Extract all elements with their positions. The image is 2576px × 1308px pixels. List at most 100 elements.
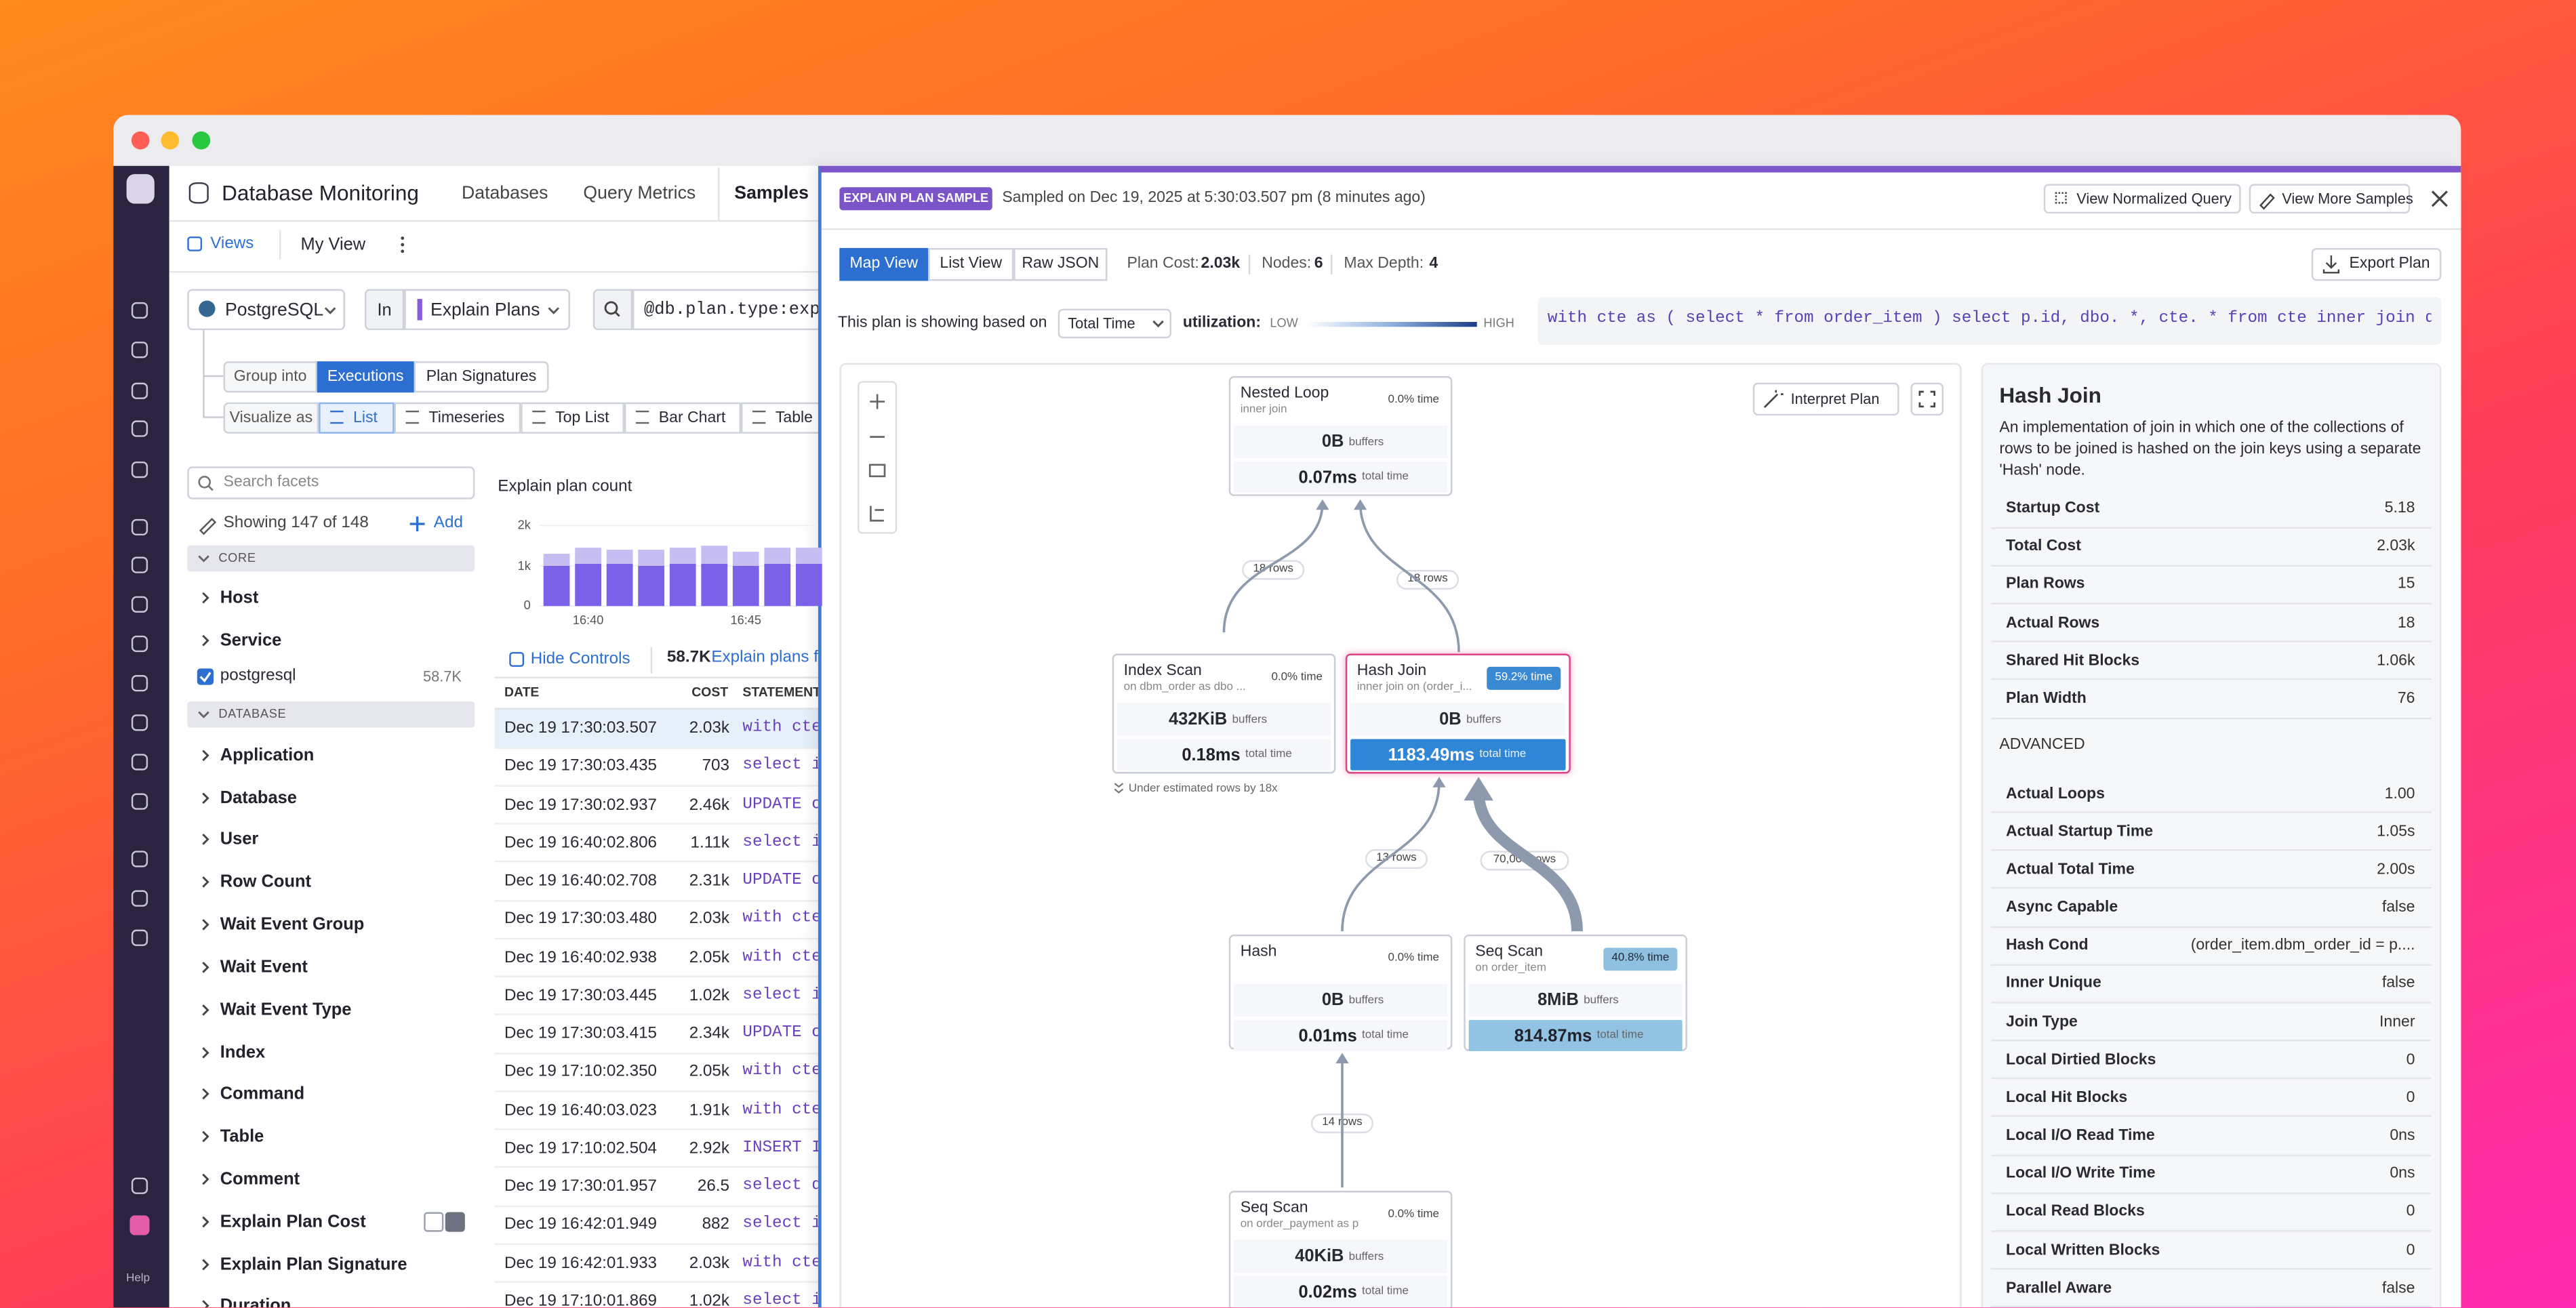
nav-icon[interactable] [131,556,148,573]
facet[interactable]: Wait Event Group [220,914,365,935]
facet[interactable]: Index [220,1042,266,1063]
table-row[interactable] [494,825,820,863]
visualize-option[interactable] [394,402,521,434]
table-row[interactable] [494,1016,820,1054]
table-row[interactable] [494,901,820,939]
nav-icon[interactable] [131,890,148,907]
window-control[interactable] [191,130,209,149]
table-row[interactable] [494,1130,820,1169]
row-date: Dec 19 16:42:01.933 [504,1254,658,1272]
node-row [1234,1276,1448,1308]
hide-controls[interactable]: Hide Controls [530,650,630,669]
table-row[interactable] [494,1092,820,1130]
facet[interactable]: Row Count [220,872,312,892]
fullscreen-button[interactable] [1910,382,1944,416]
row-statement: select i [742,757,822,776]
views-icon[interactable] [187,236,203,251]
hide-icon[interactable] [509,652,525,667]
visualize-option[interactable] [319,402,395,434]
nav-icon[interactable] [131,596,148,613]
nav-icon[interactable] [131,851,148,867]
facet[interactable]: Table [220,1126,264,1147]
close-button[interactable] [2428,187,2451,210]
group-option[interactable] [414,361,549,393]
view-toggle[interactable] [1013,247,1108,281]
search-icon-box [592,289,633,331]
source-select[interactable] [187,289,345,331]
table-row[interactable] [494,1054,820,1092]
button-label[interactable]: Interpret Plan [1790,390,1880,408]
facet[interactable]: Database [220,788,297,809]
nav-tab[interactable]: Databases [461,184,548,204]
nav-icon[interactable] [131,714,148,731]
facet[interactable]: Command [220,1084,305,1104]
nav-help[interactable]: Help [126,1273,150,1285]
nav-icon[interactable] [131,382,148,399]
table-row[interactable] [494,977,820,1016]
app-logo[interactable] [126,173,155,204]
facet[interactable]: Application [220,745,315,766]
facet[interactable]: Comment [220,1169,300,1189]
nav-icon[interactable] [131,461,148,478]
property-name: Plan Rows [2006,575,2085,594]
facet[interactable]: Duration [220,1296,291,1308]
facet[interactable]: Host [220,588,259,608]
facet[interactable]: Wait Event [220,957,308,977]
views-link[interactable]: Views [210,234,254,253]
nav-icon[interactable] [131,1177,148,1194]
node-title: Seq Scan [1240,1199,1308,1217]
table-row[interactable] [494,787,820,825]
facet-search[interactable] [187,466,475,499]
table-row[interactable] [494,748,820,787]
table-row[interactable] [494,939,820,978]
header-divider [169,220,820,222]
nav-icon[interactable] [131,675,148,692]
group-option[interactable] [317,361,414,393]
nav-icon[interactable] [131,929,148,946]
app-title: Database Monitoring [222,180,419,205]
button[interactable] [2249,184,2411,214]
facet[interactable]: User [220,829,259,849]
facet-clear-icon[interactable] [445,1212,465,1232]
visualize-option[interactable] [624,402,741,434]
row-date: Dec 19 17:10:02.350 [504,1063,658,1082]
button[interactable] [2311,247,2442,281]
y-tick-label: 0 [523,598,531,613]
facet[interactable]: Service [220,630,282,651]
result-label[interactable]: Explain plans fo [711,649,828,667]
table-row[interactable] [494,1168,820,1207]
type-select[interactable] [404,289,570,331]
metric-select[interactable] [1058,308,1171,339]
window-control[interactable] [130,130,149,149]
table-row[interactable] [494,863,820,901]
nav-icon[interactable] [131,793,148,810]
nav-icon[interactable] [131,302,148,319]
nav-icon[interactable] [131,635,148,653]
nav-icon[interactable] [131,518,148,536]
nav-icon[interactable] [131,754,148,771]
nav-avatar[interactable] [129,1215,150,1235]
facet-filter-icon[interactable] [424,1212,444,1232]
facet[interactable]: Explain Plan Cost [220,1212,366,1232]
saved-view[interactable]: My View [300,234,366,255]
window-control[interactable] [160,130,178,149]
table-row[interactable] [494,1206,820,1245]
property-value: 0 [2406,1241,2415,1259]
view-toggle[interactable] [839,247,929,281]
facet[interactable]: Wait Event Type [220,1000,352,1020]
visualize-option[interactable] [521,402,624,434]
table-row[interactable] [494,1245,820,1284]
facet-section[interactable] [187,701,475,728]
facet-section[interactable] [187,545,475,572]
button[interactable] [2043,184,2241,214]
facet[interactable]: Explain Plan Signature [220,1254,407,1275]
window-title-bar [113,115,2461,168]
nav-tab[interactable]: Samples [734,184,809,204]
nav-tab[interactable]: Query Metrics [583,184,696,204]
table-row[interactable] [494,710,820,749]
nav-icon[interactable] [131,420,148,437]
row-cost: 1.02k [689,986,730,1005]
add-facet[interactable]: Add [433,514,463,533]
nav-icon[interactable] [131,342,148,359]
view-toggle[interactable] [928,247,1014,281]
